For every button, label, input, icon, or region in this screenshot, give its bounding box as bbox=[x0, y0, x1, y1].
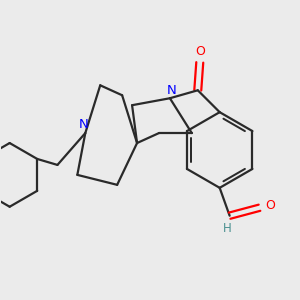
Text: O: O bbox=[266, 199, 275, 212]
Text: N: N bbox=[167, 84, 177, 97]
Text: O: O bbox=[195, 45, 205, 58]
Text: N: N bbox=[78, 118, 88, 130]
Text: H: H bbox=[223, 222, 232, 235]
